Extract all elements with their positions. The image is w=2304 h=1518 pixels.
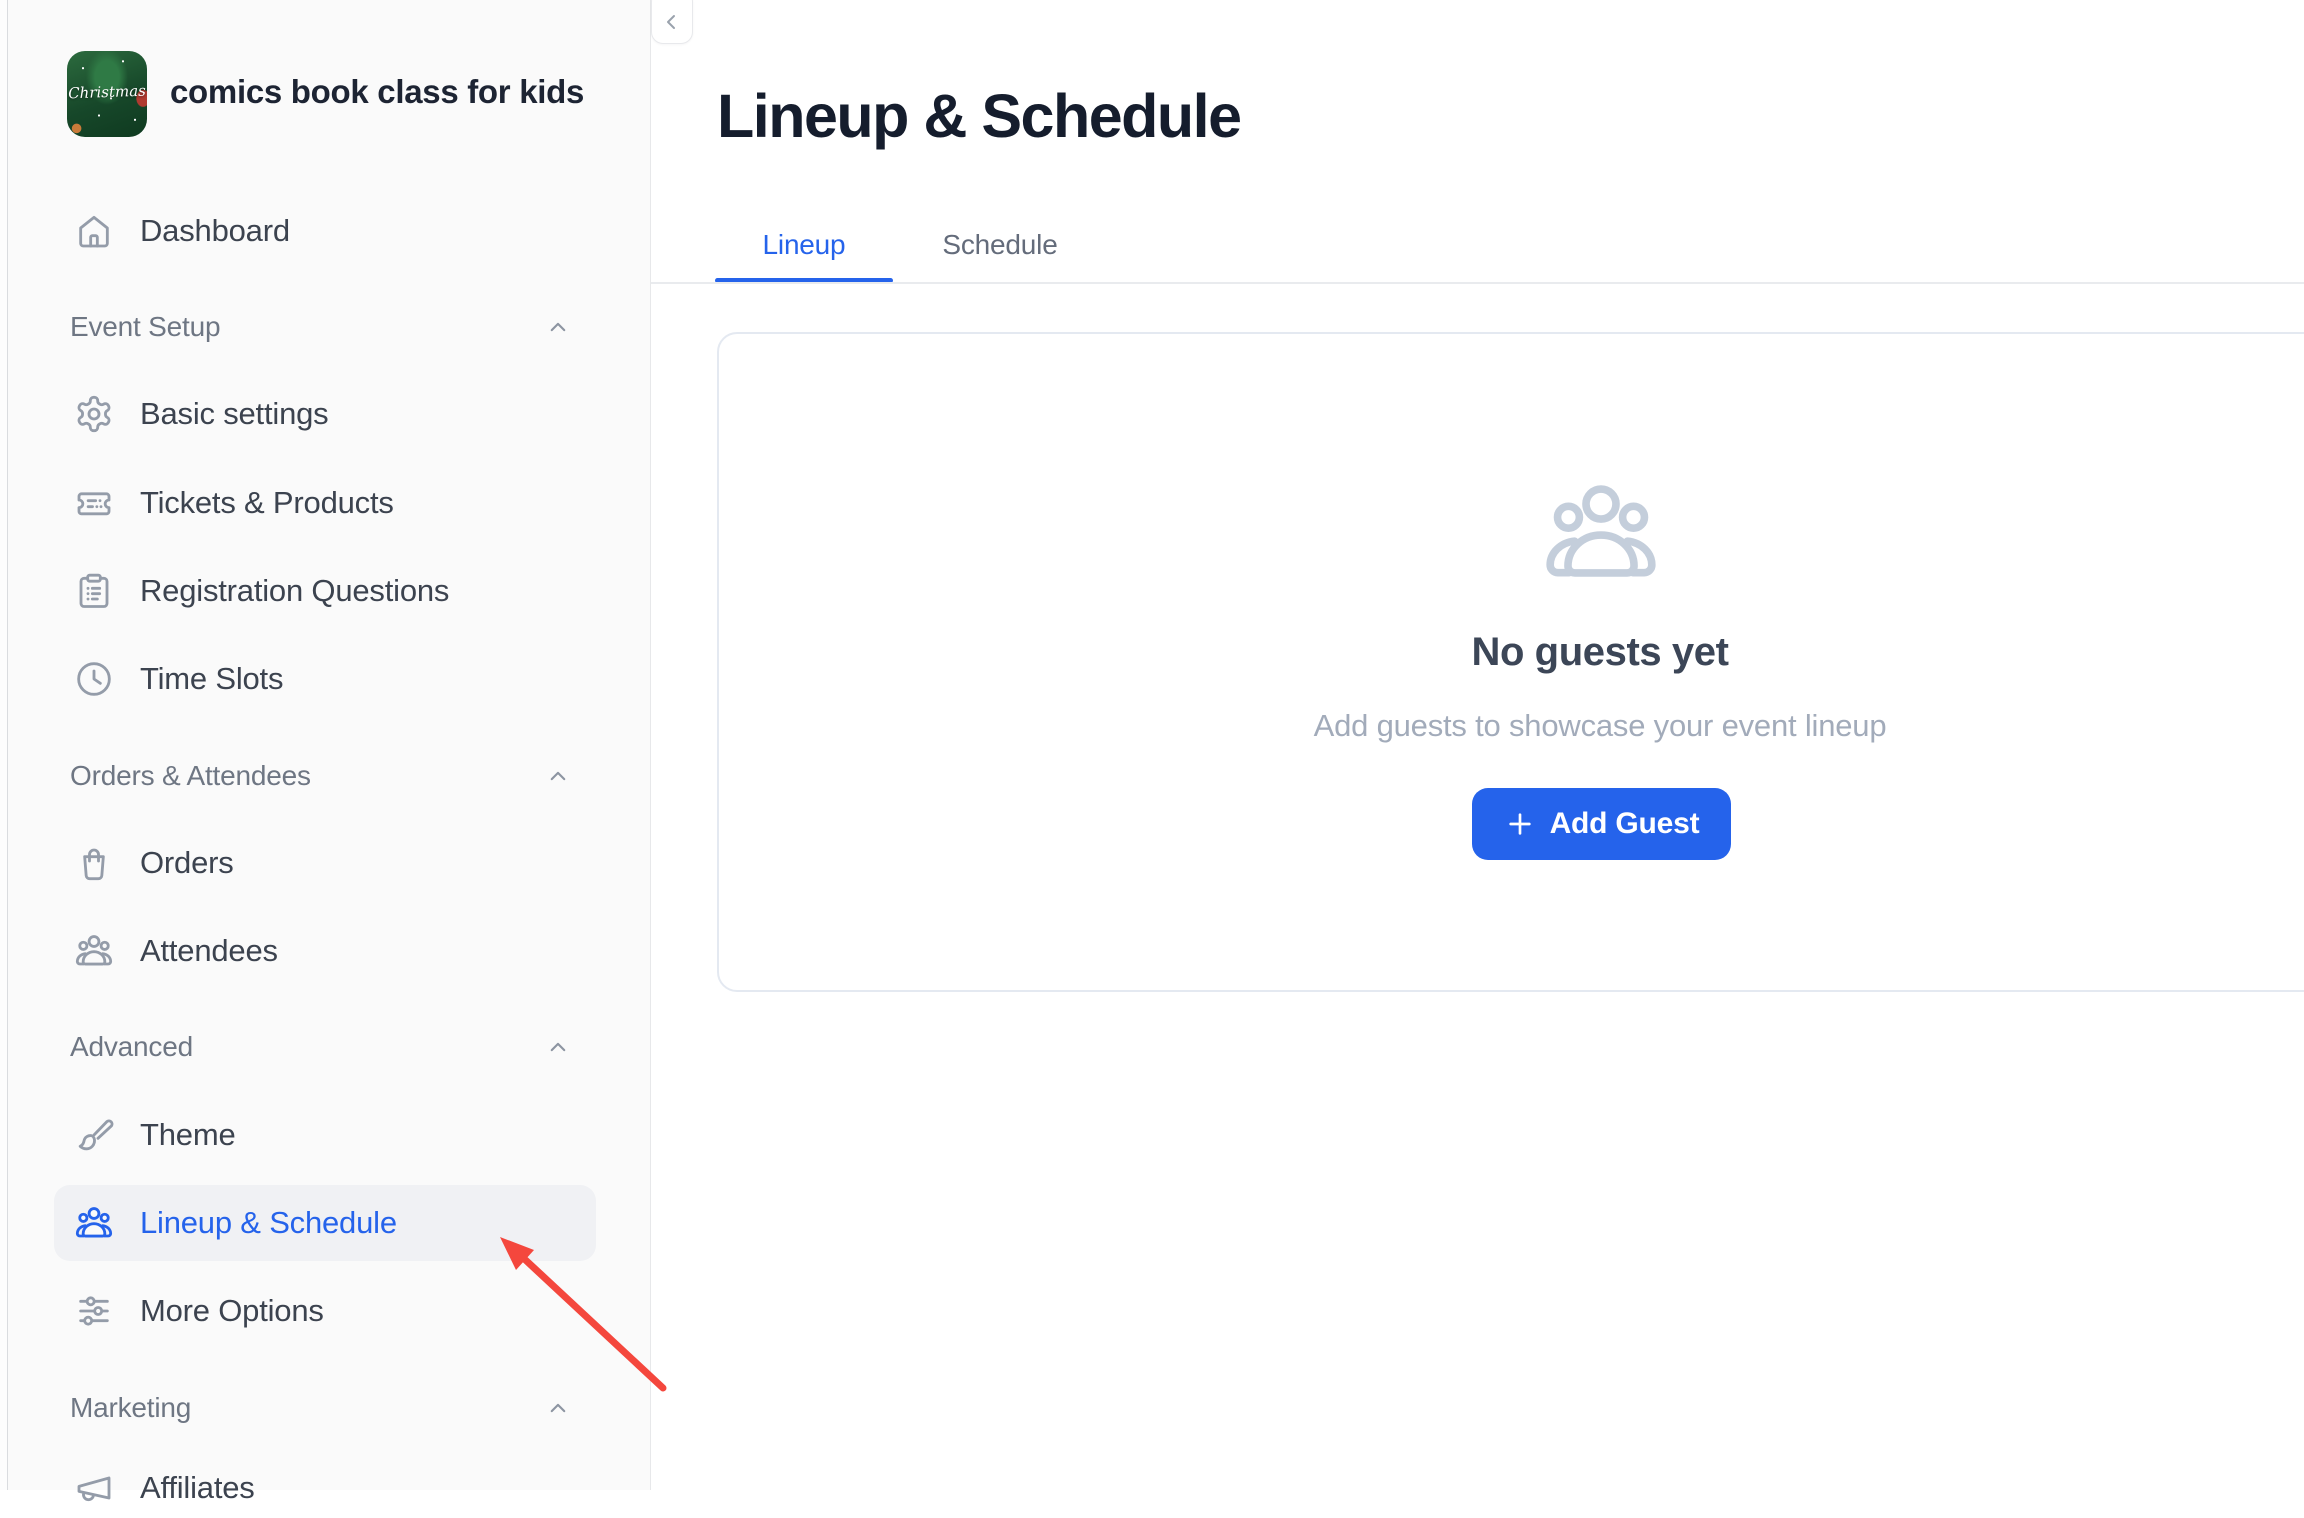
sidebar-item-theme[interactable]: Theme bbox=[54, 1105, 596, 1165]
sidebar-section-orders-attendees[interactable]: Orders & Attendees bbox=[70, 760, 573, 792]
sidebar-item-registration-questions[interactable]: Registration Questions bbox=[54, 561, 596, 621]
empty-state-subtitle: Add guests to showcase your event lineup bbox=[1313, 708, 1887, 743]
window-edge-gutter bbox=[0, 0, 8, 1490]
sidebar-item-label: Dashboard bbox=[140, 213, 290, 248]
sidebar-item-label: Basic settings bbox=[140, 396, 329, 431]
tab-lineup[interactable]: Lineup bbox=[715, 206, 893, 283]
home-icon bbox=[79, 215, 109, 248]
sidebar-section-advanced[interactable]: Advanced bbox=[70, 1031, 573, 1063]
sidebar-item-label: Registration Questions bbox=[140, 573, 450, 608]
users-group-icon bbox=[75, 1207, 113, 1238]
sidebar: Christmas comics book class for kids Das… bbox=[8, 0, 651, 1505]
gear-icon bbox=[77, 395, 111, 433]
users-group-icon bbox=[1546, 485, 1656, 577]
sidebar-item-label: Affiliates bbox=[140, 1470, 255, 1505]
chevron-up-icon bbox=[550, 771, 566, 781]
sidebar-item-basic-settings[interactable]: Basic settings bbox=[54, 384, 596, 444]
clock-icon bbox=[77, 662, 111, 696]
sidebar-item-attendees[interactable]: Attendees bbox=[54, 921, 596, 981]
section-label: Advanced bbox=[70, 1031, 193, 1062]
sidebar-section-marketing[interactable]: Marketing bbox=[70, 1392, 573, 1424]
users-group-icon bbox=[75, 935, 113, 966]
event-title: comics book class for kids bbox=[170, 73, 585, 110]
sidebar-item-label: More Options bbox=[140, 1293, 324, 1328]
sidebar-item-label: Attendees bbox=[140, 933, 278, 968]
plus-icon bbox=[1508, 813, 1531, 835]
sidebar-item-lineup-schedule[interactable]: Lineup & Schedule bbox=[54, 1185, 596, 1261]
sidebar-collapse-button[interactable] bbox=[651, 0, 693, 44]
tab-label: Schedule bbox=[942, 228, 1058, 260]
section-label: Orders & Attendees bbox=[70, 760, 311, 791]
section-label: Marketing bbox=[70, 1392, 192, 1423]
megaphone-icon bbox=[77, 1476, 111, 1502]
empty-state-title: No guests yet bbox=[1471, 630, 1729, 674]
event-logo[interactable]: Christmas bbox=[67, 51, 147, 137]
clipboard-list-icon bbox=[79, 573, 109, 608]
tab-schedule[interactable]: Schedule bbox=[910, 206, 1090, 283]
section-label: Event Setup bbox=[70, 311, 221, 342]
event-logo-text: Christmas bbox=[67, 81, 147, 103]
lineup-empty-card: No guests yet Add guests to showcase you… bbox=[717, 332, 2304, 992]
chevron-up-icon bbox=[550, 1042, 566, 1052]
sidebar-item-tickets-products[interactable]: Tickets & Products bbox=[54, 473, 596, 533]
sidebar-item-more-options[interactable]: More Options bbox=[54, 1281, 596, 1341]
sliders-icon bbox=[79, 1296, 109, 1326]
sidebar-item-label: Tickets & Products bbox=[140, 485, 394, 520]
chevron-left-icon bbox=[667, 15, 675, 29]
sidebar-item-label: Orders bbox=[140, 845, 234, 880]
sidebar-item-label: Theme bbox=[140, 1117, 236, 1152]
sidebar-item-label: Lineup & Schedule bbox=[140, 1205, 397, 1240]
active-tab-underline bbox=[715, 278, 893, 283]
sidebar-item-affiliates[interactable]: Affiliates bbox=[54, 1458, 596, 1518]
paintbrush-icon bbox=[78, 1119, 114, 1151]
tabs-bottom-border bbox=[651, 282, 2304, 284]
sidebar-item-time-slots[interactable]: Time Slots bbox=[54, 649, 596, 709]
chevron-up-icon bbox=[550, 1403, 566, 1413]
empty-state: No guests yet Add guests to showcase you… bbox=[719, 334, 2304, 990]
page-title: Lineup & Schedule bbox=[717, 82, 1242, 150]
chevron-up-icon bbox=[550, 322, 566, 332]
tab-label: Lineup bbox=[762, 228, 846, 260]
add-guest-button[interactable]: Add Guest bbox=[1472, 788, 1731, 860]
sidebar-item-orders[interactable]: Orders bbox=[54, 833, 596, 893]
shopping-bag-icon bbox=[83, 848, 105, 881]
add-guest-button-label: Add Guest bbox=[1549, 807, 1700, 840]
sidebar-item-dashboard[interactable]: Dashboard bbox=[54, 201, 596, 261]
ticket-icon bbox=[77, 492, 111, 516]
sidebar-item-label: Time Slots bbox=[140, 661, 284, 696]
sidebar-section-event-setup[interactable]: Event Setup bbox=[70, 311, 573, 343]
